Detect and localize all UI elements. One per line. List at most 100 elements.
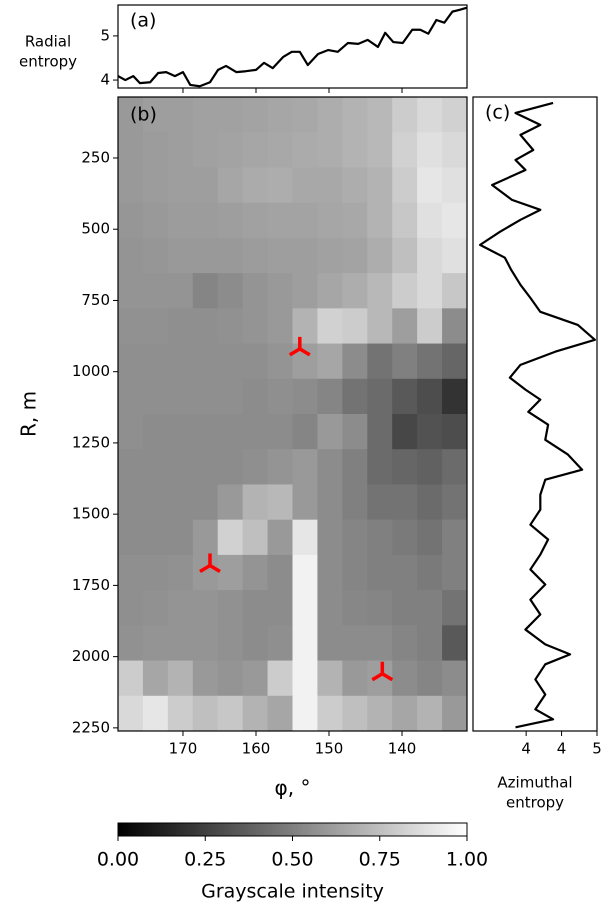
heatmap-cell (192, 308, 219, 345)
panel-label: (b) (130, 104, 157, 126)
heatmap-cell (442, 343, 468, 380)
heatmap-cell (217, 308, 244, 345)
heatmap-cell (217, 695, 244, 732)
heatmap-cell (242, 449, 269, 485)
heatmap-cell (267, 590, 293, 626)
heatmap-cell (167, 343, 194, 380)
heatmap-cell (267, 167, 293, 204)
axes-frame (472, 96, 598, 732)
heatmap-cell (292, 237, 318, 274)
heatmap-cell (342, 695, 368, 732)
heatmap-cell (442, 414, 468, 450)
heatmap-cell (167, 167, 194, 204)
heatmap-cell (442, 167, 468, 204)
heatmap-cell (342, 273, 368, 309)
heatmap-cell (167, 484, 194, 521)
heatmap-cell (267, 484, 293, 521)
y-axis-label: entropy (19, 53, 77, 71)
heatmap-cell (118, 554, 144, 591)
heatmap-cell (442, 554, 468, 591)
panel-label: (a) (130, 10, 156, 32)
heatmap-cell (217, 625, 244, 662)
heatmap-cell (342, 519, 368, 556)
heatmap-cell (217, 449, 244, 485)
heatmap-cell (167, 273, 194, 309)
x-tick-label: 5 (592, 740, 602, 758)
heatmap-cell (167, 449, 194, 485)
heatmap-cell (417, 343, 443, 380)
heatmap-cell (442, 625, 468, 662)
heatmap-cell (167, 519, 194, 556)
heatmap-cell (192, 590, 219, 626)
heatmap-cell (317, 519, 343, 556)
heatmap-cell (392, 343, 418, 380)
heatmap-cell (242, 695, 269, 732)
heatmap-cell (267, 237, 293, 274)
y-axis-label: Radial (25, 33, 71, 51)
heatmap-cell (118, 343, 144, 380)
heatmap-cell (167, 695, 194, 732)
heatmap-cell (417, 237, 443, 274)
heatmap-cell (342, 414, 368, 450)
heatmap-cell (192, 695, 219, 732)
heatmap-cell (242, 308, 269, 345)
heatmap-cell (417, 167, 443, 204)
heatmap-cell (217, 484, 244, 521)
heatmap-cell (417, 273, 443, 309)
heatmap-cell (142, 97, 169, 133)
x-tick-label: 4 (521, 740, 531, 758)
heatmap-cell (392, 660, 418, 697)
data-line (117, 6, 468, 88)
heatmap-cell (367, 273, 393, 309)
heatmap-cell (142, 695, 169, 732)
heatmap-cell (367, 695, 393, 732)
heatmap-cell (292, 273, 318, 309)
heatmap-cell (392, 519, 418, 556)
heatmap-cell (367, 484, 393, 521)
y-tick-label: 2250 (72, 718, 110, 736)
heatmap-cell (442, 237, 468, 274)
heatmap-cell (317, 237, 343, 274)
heatmap-cell (192, 378, 219, 415)
heatmap-cell (417, 378, 443, 415)
heatmap-cell (217, 660, 244, 697)
heatmap-cell (442, 97, 468, 133)
colorbar (117, 822, 468, 837)
x-axis-label: entropy (506, 794, 564, 812)
heatmap-cell (142, 308, 169, 345)
heatmap-cell (118, 273, 144, 309)
heatmap-cell (392, 484, 418, 521)
marker-spoke (209, 563, 221, 573)
heatmap-cell (442, 132, 468, 168)
heatmap-cell (292, 660, 318, 697)
heatmap-cell (267, 625, 293, 662)
heatmap-cell (242, 625, 269, 662)
heatmap-cell (417, 554, 443, 591)
heatmap-cell (417, 202, 443, 239)
heatmap-cell (267, 414, 293, 450)
y-tick-label: 750 (81, 291, 110, 309)
heatmap-cell (142, 202, 169, 239)
heatmap-cell (217, 519, 244, 556)
heatmap-cell (292, 308, 318, 345)
heatmap-cell (417, 414, 443, 450)
heatmap-cell (142, 449, 169, 485)
heatmap-cell (442, 695, 468, 732)
heatmap-cell (442, 590, 468, 626)
heatmap-cell (442, 273, 468, 309)
heatmap-cell (342, 449, 368, 485)
heatmap-cell (267, 695, 293, 732)
heatmap-cell (317, 414, 343, 450)
heatmap-cell (142, 132, 169, 168)
heatmap-cell (317, 167, 343, 204)
heatmap-cell (292, 97, 318, 133)
y-tick-label: 250 (81, 148, 110, 166)
heatmap-cell (118, 484, 144, 521)
heatmap-cell (292, 695, 318, 732)
heatmap-cell (267, 97, 293, 133)
heatmap-cell (392, 97, 418, 133)
heatmap-cell (342, 625, 368, 662)
heatmap-cell (292, 132, 318, 168)
heatmap-cell (217, 237, 244, 274)
